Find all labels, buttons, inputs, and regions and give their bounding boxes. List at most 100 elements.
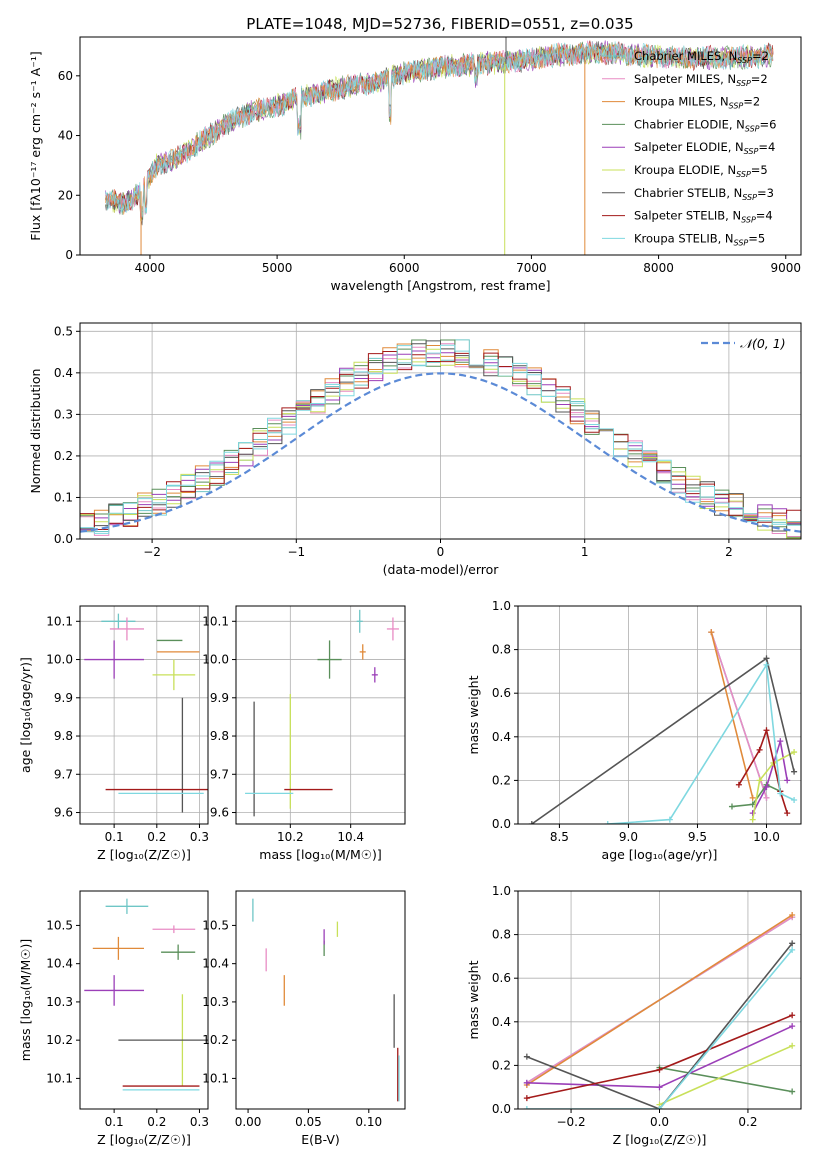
residual-histogram xyxy=(80,344,801,534)
y-tick-label: 10.1 xyxy=(46,614,73,628)
y-tick-label: 0.8 xyxy=(492,643,511,657)
x-tick-label: 9000 xyxy=(770,261,801,275)
age-vs-Z-plot-area xyxy=(84,613,208,813)
y-tick-label: 60 xyxy=(58,69,73,83)
mass-vs-EBV-panel: 0.00 0.05 0.10 10.1 10.2 10.3 10.4 10.5 E(B-V) xyxy=(202,890,406,1147)
weight-point-marker xyxy=(789,1088,796,1095)
weight-series-line xyxy=(659,1066,793,1093)
figure-title: PLATE=1048, MJD=52736, FIBERID=0551, z=0… xyxy=(246,15,633,33)
legend-entry: Chabrier STELIB, NSSP=3 xyxy=(634,186,774,202)
weight-point-marker xyxy=(784,810,791,817)
weight-point-marker xyxy=(749,816,756,823)
mass-vs-EBV-frame xyxy=(235,890,406,1110)
x-tick-label: 0.2 xyxy=(147,830,166,844)
weight-point-marker xyxy=(523,1079,530,1086)
weight-point-marker xyxy=(756,746,763,753)
x-tick-label: 0.2 xyxy=(147,1115,166,1129)
mass-vs-Z-panel: 0.1 0.2 0.3 10.1 10.2 10.3 10.4 10.5 Z [log₁₀(Z/… xyxy=(18,890,209,1147)
y-tick-label: 0.4 xyxy=(54,366,73,380)
weight-vs-Z-x-axis-label: Z [log₁₀(Z/Z☉)] xyxy=(613,1132,707,1147)
residuals-panel: −2 −1 0 1 2 0.0 0.1 0.2 0.3 0.4 0.5 (data-model)/er… xyxy=(28,322,802,577)
weight-point-marker xyxy=(656,1084,663,1091)
data-point xyxy=(359,644,366,660)
weight-point-marker xyxy=(528,821,535,824)
x-tick-label: 10.2 xyxy=(277,830,304,844)
residual-histogram xyxy=(80,339,801,538)
mass-vs-EBV-x-axis-label: E(B-V) xyxy=(301,1132,340,1147)
x-tick-label: 0 xyxy=(437,545,445,559)
legend-entry: Chabrier MILES, NSSP=2 xyxy=(634,49,769,65)
y-tick-label: 0.0 xyxy=(54,532,73,546)
weight-point-marker xyxy=(777,790,784,797)
data-point xyxy=(101,613,136,629)
weight-point-marker xyxy=(789,1042,796,1049)
age-vs-Z-panel: 0.1 0.2 0.3 9.6 9.7 9.8 9.9 10.0 10.1 Z [log₁₀(Z/… xyxy=(18,605,209,862)
spectrum-y-axis-label: Flux [fλ10⁻¹⁷ erg cm⁻² s⁻¹ A⁻¹] xyxy=(28,51,43,240)
weight-vs-age-frame xyxy=(517,605,802,825)
mass-vs-EBV-plot-area xyxy=(252,898,400,1102)
residuals-plot-area xyxy=(80,339,801,539)
weight-point-marker xyxy=(523,1053,530,1060)
y-tick-label: 10.2 xyxy=(202,1033,229,1047)
weight-point-marker xyxy=(735,781,742,788)
y-tick-label: 10.3 xyxy=(46,995,73,1009)
legend-entry: Salpeter STELIB, NSSP=4 xyxy=(634,209,773,225)
y-tick-label: 0.4 xyxy=(492,730,511,744)
weight-series-line xyxy=(710,632,754,798)
weight-point-marker xyxy=(777,738,784,745)
weight-vs-Z-y-axis-label: mass weight xyxy=(466,960,481,1039)
y-tick-label: 0.8 xyxy=(492,928,511,942)
legend-entry: Salpeter ELODIE, NSSP=4 xyxy=(634,140,775,156)
age-vs-mass-x-axis-label: mass [log₁₀(M/M☉)] xyxy=(259,847,381,862)
age-vs-mass-plot-area xyxy=(245,609,399,817)
weight-vs-age-plot-area xyxy=(528,629,798,824)
x-tick-label: −0.2 xyxy=(556,1115,585,1129)
legend-entry: Kroupa STELIB, NSSP=5 xyxy=(634,231,765,247)
y-tick-label: 0.6 xyxy=(492,971,511,985)
weight-point-marker xyxy=(791,768,798,775)
data-point xyxy=(152,659,196,691)
y-tick-label: 0.3 xyxy=(54,407,73,421)
residual-histogram xyxy=(80,348,801,539)
weight-vs-age-y-axis-label: mass weight xyxy=(466,675,481,754)
y-tick-label: 0.4 xyxy=(492,1015,511,1029)
spectrum-frame xyxy=(79,36,802,256)
weight-point-marker xyxy=(756,777,763,784)
weight-point-marker xyxy=(789,1012,796,1019)
y-tick-label: 10.0 xyxy=(202,653,229,667)
y-tick-label: 10.1 xyxy=(202,614,229,628)
spectrum-plot-area xyxy=(105,37,774,255)
data-point xyxy=(105,898,149,914)
y-tick-label: 40 xyxy=(58,129,73,143)
age-vs-Z-x-axis-label: Z [log₁₀(Z/Z☉)] xyxy=(97,847,191,862)
mass-vs-Z-frame xyxy=(79,890,209,1110)
x-tick-label: 0.1 xyxy=(105,830,124,844)
y-tick-label: 1.0 xyxy=(492,884,511,898)
weight-point-marker xyxy=(656,1106,663,1109)
x-tick-label: −2 xyxy=(143,545,161,559)
y-tick-label: 1.0 xyxy=(492,599,511,613)
data-point xyxy=(317,640,342,679)
y-tick-label: 0.2 xyxy=(54,449,73,463)
weight-point-marker xyxy=(789,911,796,918)
data-point xyxy=(371,667,378,683)
data-point xyxy=(386,617,399,641)
x-tick-label: 2 xyxy=(725,545,733,559)
x-tick-label: 0.0 xyxy=(650,1115,669,1129)
x-tick-label: 8000 xyxy=(643,261,674,275)
weight-point-marker xyxy=(708,629,715,636)
y-tick-label: 10.1 xyxy=(46,1071,73,1085)
residual-histogram xyxy=(80,351,801,530)
weight-point-marker xyxy=(523,1095,530,1102)
x-tick-label: 1 xyxy=(581,545,589,559)
mass-vs-Z-y-axis-label: mass [log₁₀(M/M☉)] xyxy=(18,939,33,1061)
legend-entry: Chabrier ELODIE, NSSP=6 xyxy=(634,117,776,133)
x-tick-label: 0.1 xyxy=(105,1115,124,1129)
weight-point-marker xyxy=(763,655,770,662)
legend-entry: Kroupa MILES, NSSP=2 xyxy=(634,95,760,111)
x-tick-label: 0.3 xyxy=(190,830,209,844)
x-tick-label: 5000 xyxy=(262,261,293,275)
weight-point-marker xyxy=(791,749,798,756)
weight-point-marker xyxy=(791,797,798,804)
age-vs-Z-y-axis-label: age [log₁₀(age/yr)] xyxy=(18,657,33,773)
